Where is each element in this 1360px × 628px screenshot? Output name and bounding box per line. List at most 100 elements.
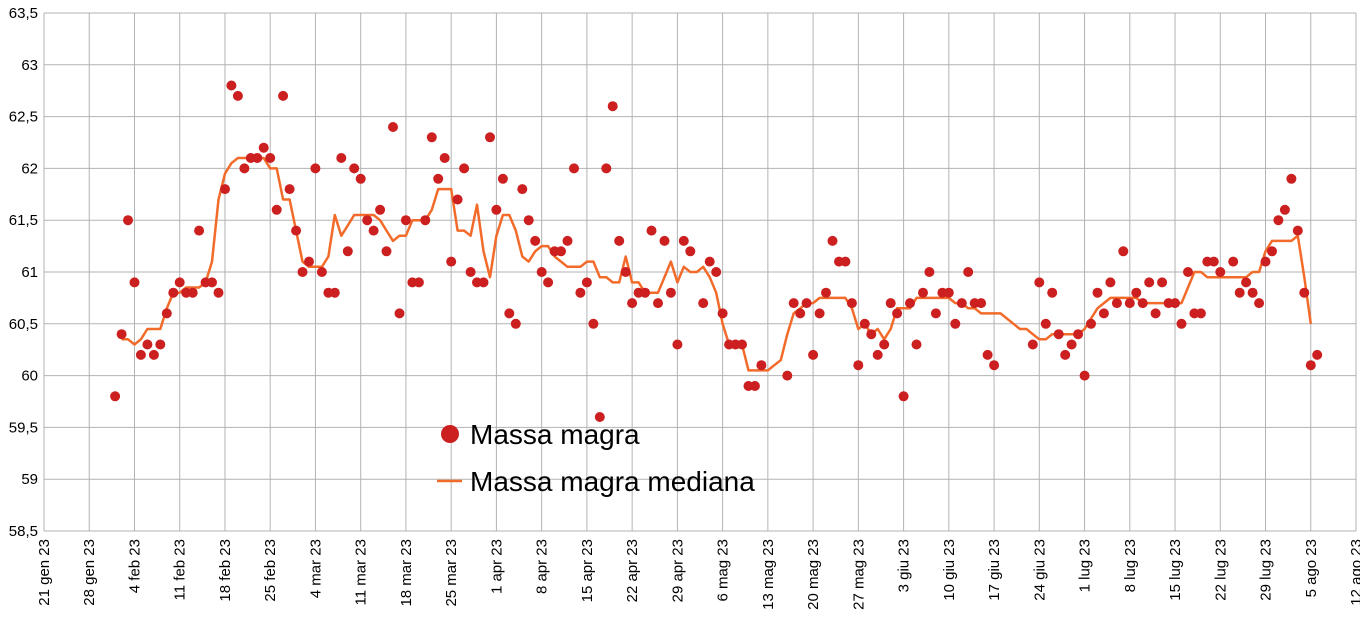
data-point — [375, 204, 386, 215]
data-point — [368, 225, 379, 236]
x-tick-label: 5 ago 23 — [1303, 539, 1320, 597]
data-point — [1098, 308, 1109, 319]
x-tick-label: 8 lug 23 — [1122, 539, 1139, 592]
data-point — [252, 153, 263, 163]
data-point — [827, 235, 838, 246]
data-point — [963, 267, 974, 277]
data-point — [1060, 349, 1071, 360]
legend-scatter-marker — [441, 425, 459, 443]
data-point — [956, 298, 967, 309]
x-tick-label: 21 gen 23 — [36, 539, 53, 606]
data-point — [265, 153, 276, 163]
data-point — [756, 360, 767, 371]
data-point — [316, 267, 327, 277]
x-tick-label: 18 feb 23 — [217, 539, 234, 602]
data-point — [116, 329, 127, 340]
data-point — [452, 194, 463, 205]
data-point — [1066, 339, 1077, 350]
data-point — [859, 318, 870, 329]
data-point — [239, 163, 250, 174]
y-axis-tick-labels: 58,5 59 59,5 60 60,5 61 61,5 62 62,5 63 63,5 — [9, 5, 38, 540]
data-point — [426, 132, 437, 143]
data-point — [433, 173, 444, 184]
data-point — [1286, 173, 1297, 184]
data-point — [284, 184, 295, 195]
data-point — [801, 298, 812, 309]
data-point — [892, 308, 903, 319]
data-point — [336, 153, 347, 163]
y-tick-label: 60,5 — [9, 316, 38, 333]
legend-line-label: Massa magra mediana — [470, 466, 755, 497]
data-point — [459, 163, 470, 174]
x-tick-label: 4 feb 23 — [126, 539, 143, 593]
data-point — [866, 329, 877, 340]
data-point — [355, 173, 366, 184]
x-tick-label: 11 mar 23 — [353, 539, 370, 605]
data-point — [123, 215, 133, 226]
data-point — [168, 287, 179, 298]
data-point — [446, 256, 457, 267]
data-point — [1105, 277, 1116, 288]
data-point — [439, 153, 450, 163]
data-point — [665, 287, 676, 298]
data-point — [685, 246, 696, 257]
data-point — [885, 298, 896, 309]
data-point — [135, 349, 146, 360]
data-point — [788, 298, 799, 309]
data-point — [569, 163, 579, 174]
data-point — [562, 235, 573, 246]
data-point — [659, 235, 670, 246]
x-tick-label: 25 mar 23 — [443, 539, 460, 607]
data-point — [795, 308, 806, 319]
data-point — [155, 339, 166, 350]
data-point — [924, 267, 935, 277]
y-tick-label: 61,5 — [9, 212, 38, 229]
x-tick-label: 20 mag 23 — [805, 539, 822, 610]
data-point — [846, 298, 857, 309]
x-tick-label: 4 mar 23 — [307, 539, 324, 598]
data-point — [930, 308, 941, 319]
data-point — [976, 298, 987, 309]
data-point — [497, 173, 508, 184]
data-point — [161, 308, 172, 319]
data-point — [872, 349, 883, 360]
data-point — [640, 287, 651, 298]
data-point — [1053, 329, 1064, 340]
data-point — [678, 235, 689, 246]
data-point — [1292, 225, 1303, 236]
data-point — [989, 360, 1000, 371]
data-point — [653, 298, 663, 309]
data-point — [749, 381, 760, 391]
data-point — [581, 277, 592, 288]
x-axis-tick-labels: 21 gen 23 28 gen 23 4 feb 23 11 feb 23 18 fe… — [36, 539, 1360, 610]
data-point — [1247, 287, 1258, 298]
x-tick-label: 25 feb 23 — [262, 539, 279, 602]
data-point — [110, 391, 121, 402]
data-point — [536, 267, 547, 277]
x-tick-label: 27 mag 23 — [850, 539, 867, 610]
data-point — [485, 132, 495, 143]
data-point — [1267, 246, 1277, 257]
legend: Massa magra Massa magra mediana — [437, 419, 755, 497]
data-point — [601, 163, 612, 174]
data-point — [1137, 298, 1148, 309]
data-point — [523, 215, 534, 226]
data-point — [879, 339, 890, 350]
data-point — [187, 287, 198, 298]
data-point — [556, 246, 566, 257]
data-point — [1150, 308, 1161, 319]
data-point — [808, 349, 819, 360]
data-point — [207, 277, 217, 288]
data-point — [1234, 287, 1245, 298]
x-tick-label: 29 apr 23 — [669, 539, 686, 602]
scatter-points-series — [110, 80, 1323, 422]
median-line — [121, 156, 1313, 372]
data-point — [517, 184, 528, 195]
y-tick-label: 61 — [21, 264, 38, 281]
data-point — [491, 204, 502, 215]
data-point — [142, 339, 153, 350]
data-point — [1040, 318, 1051, 329]
data-point — [1299, 287, 1310, 298]
data-point — [1208, 256, 1219, 267]
